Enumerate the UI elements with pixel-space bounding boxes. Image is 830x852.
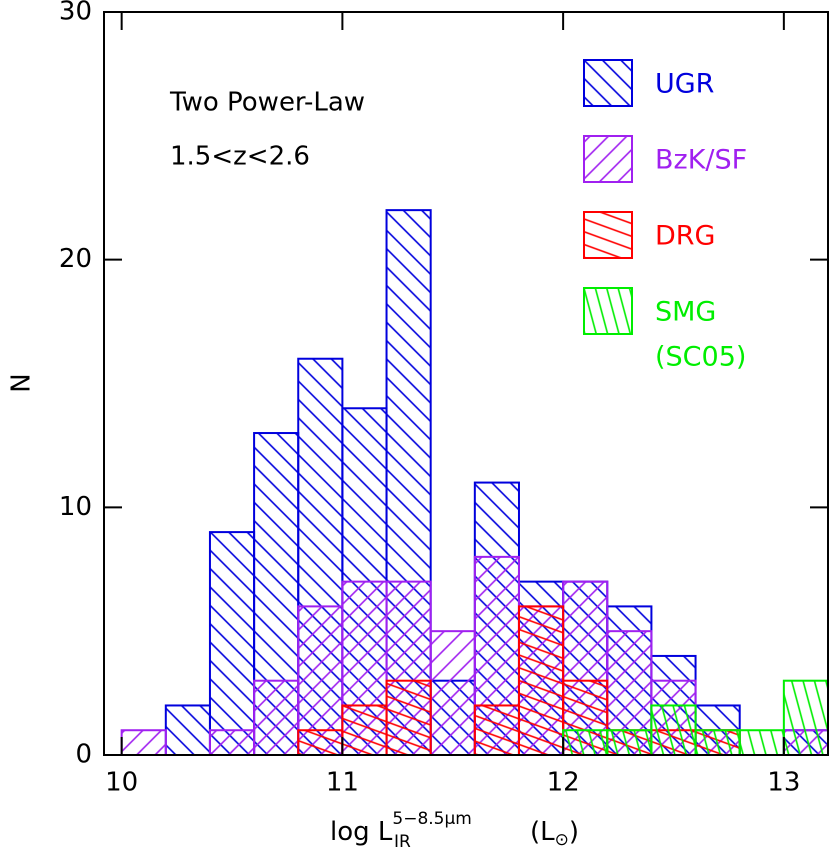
x-tick-label: 12 bbox=[547, 768, 580, 798]
legend-label: DRG bbox=[655, 221, 715, 252]
bar bbox=[694, 729, 741, 757]
bar bbox=[429, 630, 476, 757]
legend-note: (SC05) bbox=[655, 342, 746, 373]
bar bbox=[562, 729, 609, 757]
bar bbox=[208, 531, 256, 756]
bar bbox=[738, 729, 785, 757]
bar bbox=[782, 679, 829, 757]
bar bbox=[650, 704, 697, 757]
bar bbox=[297, 729, 344, 757]
y-axis-label: N bbox=[7, 373, 37, 392]
bar bbox=[517, 605, 565, 757]
bar bbox=[606, 729, 653, 757]
y-tick-label: 0 bbox=[75, 740, 92, 770]
legend-label: BzK/SF bbox=[655, 145, 747, 176]
x-axis-label: log L5−8.5μm bbox=[330, 809, 472, 847]
bar bbox=[473, 704, 520, 757]
legend-label: UGR bbox=[655, 69, 714, 100]
x-label-main: log L bbox=[330, 817, 393, 847]
legend-label: SMG bbox=[655, 297, 716, 328]
x-unit-open: (L bbox=[530, 817, 555, 847]
x-unit-sub: ⊙ bbox=[555, 830, 569, 850]
bar bbox=[120, 729, 167, 757]
x-label-sup: 5−8.5μm bbox=[392, 809, 471, 829]
bar bbox=[164, 704, 211, 757]
x-unit-close: ) bbox=[569, 817, 579, 847]
legend-swatch bbox=[583, 287, 633, 335]
plot-area bbox=[120, 209, 829, 757]
bar bbox=[341, 704, 388, 757]
annotation: Two Power-Law bbox=[169, 88, 365, 118]
legend-swatch bbox=[583, 211, 633, 259]
plot-frame bbox=[103, 11, 829, 756]
legend-swatch bbox=[583, 135, 633, 183]
bar bbox=[208, 729, 256, 757]
x-label-sub: IR bbox=[394, 832, 411, 852]
y-tick-label: 10 bbox=[59, 492, 92, 522]
x-tick-label: 10 bbox=[105, 768, 138, 798]
y-tick-label: 20 bbox=[59, 244, 92, 274]
legend-swatch bbox=[583, 59, 633, 107]
x-tick-label: 11 bbox=[326, 768, 359, 798]
bar bbox=[253, 679, 300, 757]
y-tick-label: 30 bbox=[59, 0, 92, 27]
bar bbox=[385, 679, 432, 757]
x-tick-label: 13 bbox=[767, 768, 800, 798]
x-label-unit: (L⊙) bbox=[530, 817, 579, 851]
annotation: 1.5<z<2.6 bbox=[170, 142, 310, 172]
